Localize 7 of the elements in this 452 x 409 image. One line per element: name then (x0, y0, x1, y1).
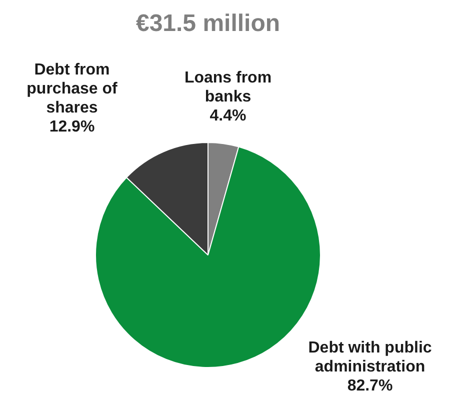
slice-label: Loans from banks (184, 69, 272, 106)
slice-label: Debt from purchase of shares (26, 61, 118, 116)
chart-title: €31.5 million (134, 10, 282, 38)
data-label: 4.4% (210, 107, 246, 124)
data-label: 12.9% (49, 118, 95, 136)
slice-label: Debt with public administration (308, 339, 432, 376)
data-label: 82.7% (347, 377, 393, 394)
